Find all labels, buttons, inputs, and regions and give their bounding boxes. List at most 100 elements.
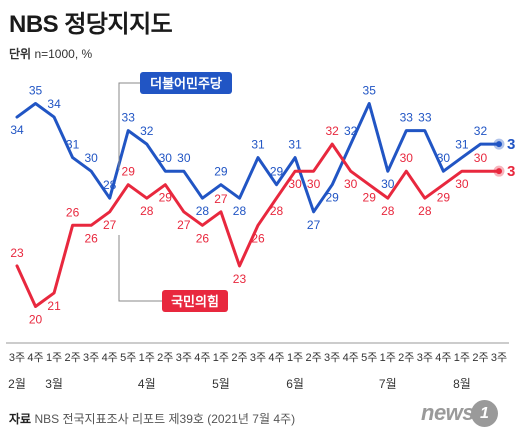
legend-leader-1 xyxy=(118,235,162,302)
news1-logo: news 1 xyxy=(421,397,499,431)
x-tick-4: 3주 xyxy=(83,352,99,364)
month-label-3: 5월 xyxy=(212,377,230,391)
data-label-s1-13: 26 xyxy=(251,231,265,245)
x-tick-17: 3주 xyxy=(324,352,340,364)
x-tick-6: 5주 xyxy=(120,352,136,364)
x-tick-9: 3주 xyxy=(176,352,192,364)
data-label-s1-15: 30 xyxy=(288,177,302,191)
data-label-s0-1: 35 xyxy=(29,84,43,98)
x-tick-18: 4주 xyxy=(343,352,359,364)
x-tick-26: 3주 xyxy=(491,352,507,364)
data-label-s0-15: 31 xyxy=(288,138,302,152)
data-label-s1-8: 29 xyxy=(159,191,173,205)
data-label-s0-17: 29 xyxy=(325,191,339,205)
source-text: NBS 전국지표조사 리포트 제39호 (2021년 7월 4주) xyxy=(34,412,296,426)
data-label-s0-21: 33 xyxy=(400,111,414,125)
data-label-s0-6: 33 xyxy=(122,111,136,125)
data-label-s1-23: 29 xyxy=(437,191,451,205)
data-label-s0-19: 35 xyxy=(363,84,377,98)
data-label-s1-12: 23 xyxy=(233,272,247,286)
data-label-s1-26: 30 xyxy=(507,163,515,180)
legend-leader-0 xyxy=(118,82,140,170)
x-tick-25: 2주 xyxy=(472,352,488,364)
data-label-s1-16: 30 xyxy=(307,177,321,191)
legend-label-0: 더불어민주당 xyxy=(150,76,222,91)
month-label-6: 8월 xyxy=(453,377,471,391)
chart-title: NBS 정당지지도 xyxy=(9,11,173,38)
data-label-s0-26: 32 xyxy=(507,136,515,153)
source-label: 자료 xyxy=(9,412,32,426)
data-label-s0-16: 27 xyxy=(307,218,321,232)
data-label-s0-25: 32 xyxy=(474,124,488,138)
source-note: 자료 NBS 전국지표조사 리포트 제39호 (2021년 7월 4주) xyxy=(9,410,295,427)
data-label-s1-24: 30 xyxy=(455,177,469,191)
unit-value: n=1000, % xyxy=(34,47,93,61)
data-label-s0-14: 29 xyxy=(270,165,284,179)
x-tick-14: 4주 xyxy=(268,352,284,364)
legend-box-1 xyxy=(162,290,228,312)
data-label-s0-10: 28 xyxy=(196,204,210,218)
x-tick-1: 4주 xyxy=(27,352,43,364)
legend-box-0 xyxy=(140,72,232,94)
data-label-s0-2: 34 xyxy=(47,97,61,111)
x-tick-8: 2주 xyxy=(157,352,173,364)
data-label-s1-10: 26 xyxy=(196,231,210,245)
data-label-s0-20: 30 xyxy=(381,177,395,191)
x-tick-5: 4주 xyxy=(102,352,118,364)
x-tick-15: 1주 xyxy=(287,352,303,364)
data-label-s0-3: 31 xyxy=(66,138,80,152)
data-label-s0-18: 32 xyxy=(344,124,358,138)
series-line-0 xyxy=(15,102,501,214)
data-label-s1-4: 26 xyxy=(84,231,98,245)
logo-mark: 1 xyxy=(471,400,498,427)
x-tick-20: 1주 xyxy=(380,352,396,364)
end-dot-0 xyxy=(496,141,502,148)
data-label-s1-2: 21 xyxy=(47,299,61,313)
data-label-s1-0: 23 xyxy=(10,246,24,260)
data-label-s1-21: 30 xyxy=(400,151,414,165)
end-dot-1 xyxy=(496,168,502,175)
data-label-s1-5: 27 xyxy=(103,218,117,232)
x-tick-23: 4주 xyxy=(435,352,451,364)
data-label-s0-13: 31 xyxy=(251,138,265,152)
data-label-s0-0: 34 xyxy=(10,123,24,137)
month-label-4: 6월 xyxy=(286,377,304,391)
data-label-s1-18: 30 xyxy=(344,177,358,191)
month-label-0: 2월 xyxy=(8,377,26,391)
month-label-5: 7월 xyxy=(379,377,397,391)
x-tick-22: 3주 xyxy=(417,352,433,364)
x-tick-7: 1주 xyxy=(139,352,155,364)
x-tick-12: 2주 xyxy=(231,352,247,364)
data-label-s1-3: 26 xyxy=(66,205,80,219)
x-tick-21: 2주 xyxy=(398,352,414,364)
data-label-s1-7: 28 xyxy=(140,204,154,218)
x-tick-13: 3주 xyxy=(250,352,266,364)
data-label-s0-7: 32 xyxy=(140,124,154,138)
month-label-1: 3월 xyxy=(45,377,63,391)
x-tick-2: 1주 xyxy=(46,352,62,364)
x-tick-11: 1주 xyxy=(213,352,229,364)
data-label-s0-24: 31 xyxy=(455,138,469,152)
data-label-s0-8: 30 xyxy=(159,151,173,165)
data-label-s1-17: 32 xyxy=(325,124,339,138)
data-label-s0-23: 30 xyxy=(437,151,451,165)
data-label-s0-9: 30 xyxy=(177,151,191,165)
x-tick-10: 4주 xyxy=(194,352,210,364)
data-label-s1-25: 30 xyxy=(474,151,488,165)
data-label-s1-9: 27 xyxy=(177,218,191,232)
data-label-s0-5: 28 xyxy=(103,178,117,192)
data-label-s1-20: 28 xyxy=(381,204,395,218)
series-line-1 xyxy=(15,142,501,308)
data-label-s1-14: 28 xyxy=(270,204,284,218)
data-label-s0-11: 29 xyxy=(214,165,228,179)
data-label-s1-19: 29 xyxy=(363,191,377,205)
month-label-2: 4월 xyxy=(138,377,156,391)
data-label-s1-1: 20 xyxy=(29,312,43,326)
x-tick-3: 2주 xyxy=(64,352,80,364)
data-label-s1-22: 28 xyxy=(418,204,432,218)
x-tick-19: 5주 xyxy=(361,352,377,364)
legend-label-1: 국민의힘 xyxy=(171,294,219,309)
x-tick-24: 1주 xyxy=(454,352,470,364)
x-tick-0: 3주 xyxy=(9,352,25,364)
